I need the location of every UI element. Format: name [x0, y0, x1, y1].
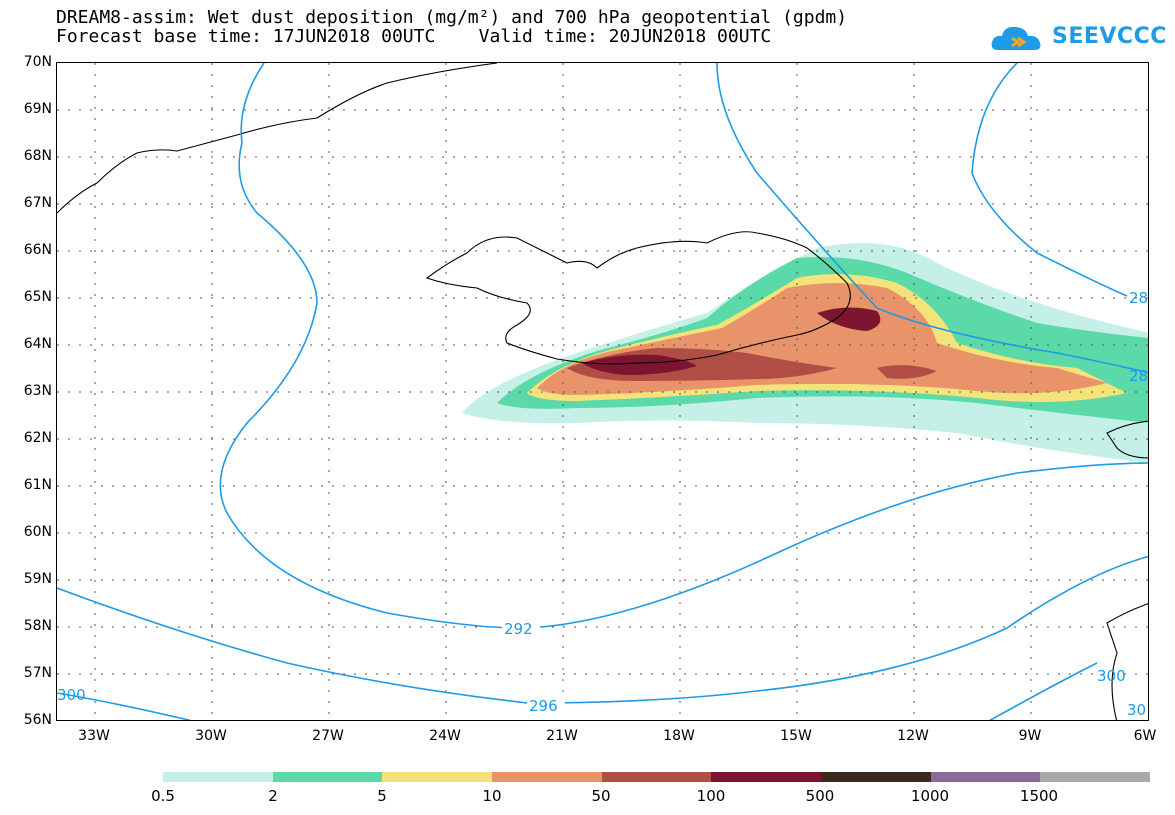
legend-label: 500 [805, 787, 835, 805]
lon-label: 15W [780, 728, 812, 744]
contour-label-300-left: 300 [57, 686, 86, 704]
lon-label: 24W [429, 728, 461, 744]
legend-swatch [382, 772, 493, 782]
lat-label: 56N [23, 712, 52, 728]
map-panel: 292 296 300 28 28 300 30 [56, 62, 1149, 721]
legend-swatch [601, 772, 712, 782]
contour-label-30: 30 [1127, 701, 1146, 719]
lat-label: 64N [23, 336, 52, 352]
coastlines [57, 63, 1148, 720]
legend-swatch [711, 772, 822, 782]
lat-label: 61N [23, 477, 52, 493]
lat-label: 63N [23, 383, 52, 399]
legend-swatch [492, 772, 602, 782]
lon-label: 12W [897, 728, 929, 744]
legend-swatch [163, 772, 273, 782]
contour-label-296: 296 [529, 697, 558, 715]
legend-label: 1000 [910, 787, 950, 805]
seevccc-cloud-logo-icon [991, 26, 1041, 50]
legend-label: 10 [482, 787, 502, 805]
contour-label-28-lower: 28 [1129, 367, 1148, 385]
legend-label: 5 [377, 787, 387, 805]
lat-label: 62N [23, 430, 52, 446]
lon-label: 30W [195, 728, 227, 744]
map-subtitle-times: Forecast base time: 17JUN2018 00UTC Vali… [56, 26, 772, 47]
lat-label: 58N [23, 618, 52, 634]
contour-labels: 292 296 300 28 28 300 30 [57, 289, 1148, 719]
lat-label: 68N [23, 148, 52, 164]
lat-label: 67N [23, 195, 52, 211]
map-title: DREAM8-assim: Wet dust deposition (mg/m²… [56, 7, 848, 28]
map-canvas: 292 296 300 28 28 300 30 [57, 63, 1148, 720]
contour-label-292: 292 [504, 620, 533, 638]
color-legend-bar [163, 772, 1151, 782]
legend-label: 2 [268, 787, 278, 805]
geopotential-contours [57, 63, 1148, 720]
logo-text: SEEVCCC [1052, 24, 1167, 49]
legend-label: 100 [696, 787, 726, 805]
contour-label-28-upper: 28 [1129, 289, 1148, 307]
legend-label: 50 [591, 787, 611, 805]
legend-swatch [821, 772, 931, 782]
lon-label: 33W [78, 728, 110, 744]
lon-label: 9W [1018, 728, 1042, 744]
lat-label: 69N [23, 101, 52, 117]
lat-label: 70N [23, 54, 52, 70]
lat-label: 57N [23, 665, 52, 681]
legend-swatch [272, 772, 383, 782]
lat-label: 65N [23, 289, 52, 305]
legend-label: 0.5 [151, 787, 175, 805]
lon-label: 21W [546, 728, 578, 744]
lon-label: 18W [663, 728, 695, 744]
legend-swatch [1040, 772, 1151, 782]
legend-swatch [930, 772, 1041, 782]
contour-label-300-right: 300 [1097, 667, 1126, 685]
dust-deposition-shading [462, 243, 1148, 463]
lat-label: 66N [23, 242, 52, 258]
lon-label: 27W [312, 728, 344, 744]
lat-label: 59N [23, 571, 52, 587]
legend-label: 1500 [1019, 787, 1059, 805]
lon-label: 6W [1133, 728, 1157, 744]
lat-label: 60N [23, 524, 52, 540]
